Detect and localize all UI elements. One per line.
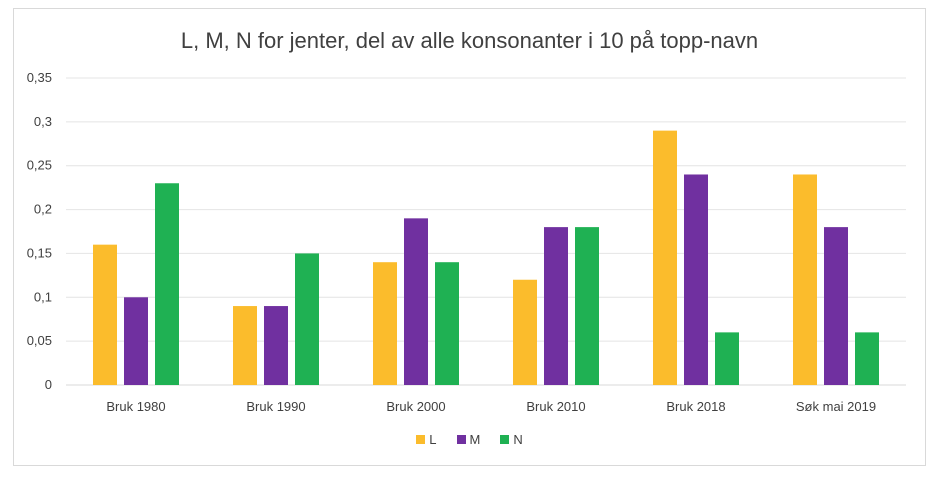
bar-m: [544, 227, 568, 385]
legend: L M N: [0, 432, 939, 447]
bar-m: [404, 218, 428, 385]
legend-swatch: [416, 435, 426, 444]
y-tick-label: 0,15: [27, 245, 52, 260]
y-tick-label: 0: [45, 377, 52, 392]
x-tick-label: Søk mai 2019: [796, 399, 876, 414]
x-tick-label: Bruk 1990: [246, 399, 305, 414]
bar-l: [373, 262, 397, 385]
y-tick-label: 0,3: [34, 114, 52, 129]
bar-m: [124, 297, 148, 385]
bar-n: [155, 183, 179, 385]
x-tick-label: Bruk 2010: [526, 399, 585, 414]
bar-l: [653, 130, 677, 385]
bar-l: [513, 279, 537, 385]
y-tick-label: 0,1: [34, 289, 52, 304]
bar-l: [93, 244, 117, 385]
x-tick-label: Bruk 2000: [386, 399, 445, 414]
legend-label: N: [513, 432, 523, 447]
bar-n: [855, 332, 879, 385]
bar-n: [715, 332, 739, 385]
y-tick-label: 0,35: [27, 70, 52, 85]
legend-swatch: [456, 435, 466, 444]
y-tick-label: 0,2: [34, 202, 52, 217]
chart-title: L, M, N for jenter, del av alle konsonan…: [180, 28, 759, 53]
bar-m: [824, 227, 848, 385]
bar-n: [575, 227, 599, 385]
x-tick-label: Bruk 2018: [666, 399, 725, 414]
legend-label: L: [429, 432, 437, 447]
bar-l: [793, 174, 817, 385]
legend-item-n: N: [500, 432, 523, 447]
legend-item-m: M: [456, 432, 481, 447]
y-tick-label: 0,05: [27, 333, 52, 348]
y-tick-label: 0,25: [27, 158, 52, 173]
x-tick-label: Bruk 1980: [106, 399, 165, 414]
legend-item-l: L: [416, 432, 437, 447]
bar-n: [435, 262, 459, 385]
legend-swatch: [500, 435, 510, 444]
bar-l: [233, 306, 257, 385]
bar-m: [264, 306, 288, 385]
bar-n: [295, 253, 319, 385]
bar-m: [684, 174, 708, 385]
legend-label: M: [469, 432, 481, 447]
